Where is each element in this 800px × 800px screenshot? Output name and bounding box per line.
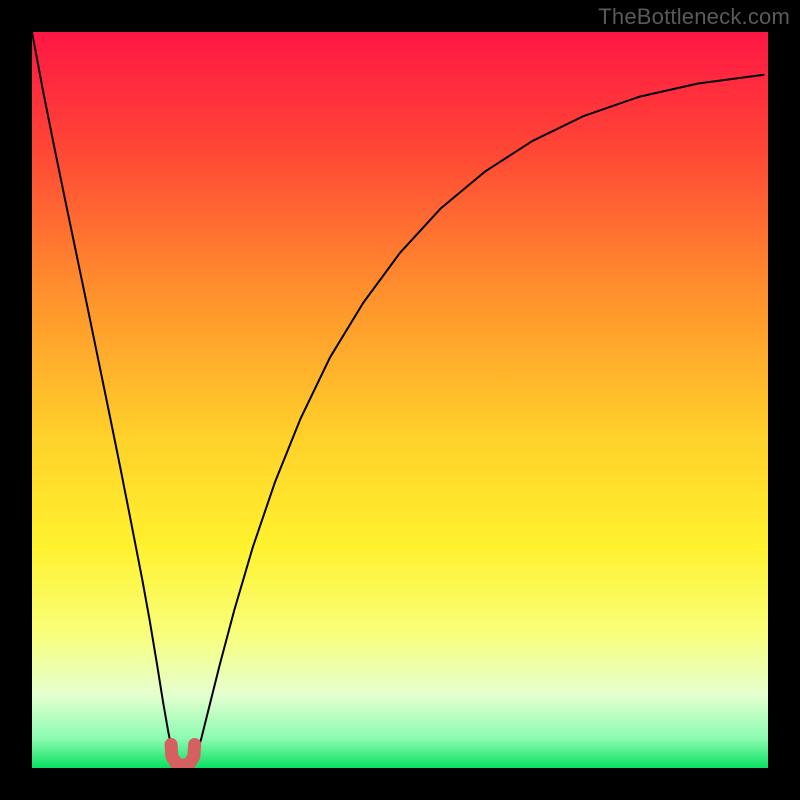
chart-svg <box>32 32 768 768</box>
plot-area <box>32 32 768 768</box>
plot-background <box>32 32 768 768</box>
figure-root: TheBottleneck.com <box>0 0 800 800</box>
watermark-label: TheBottleneck.com <box>598 4 790 30</box>
